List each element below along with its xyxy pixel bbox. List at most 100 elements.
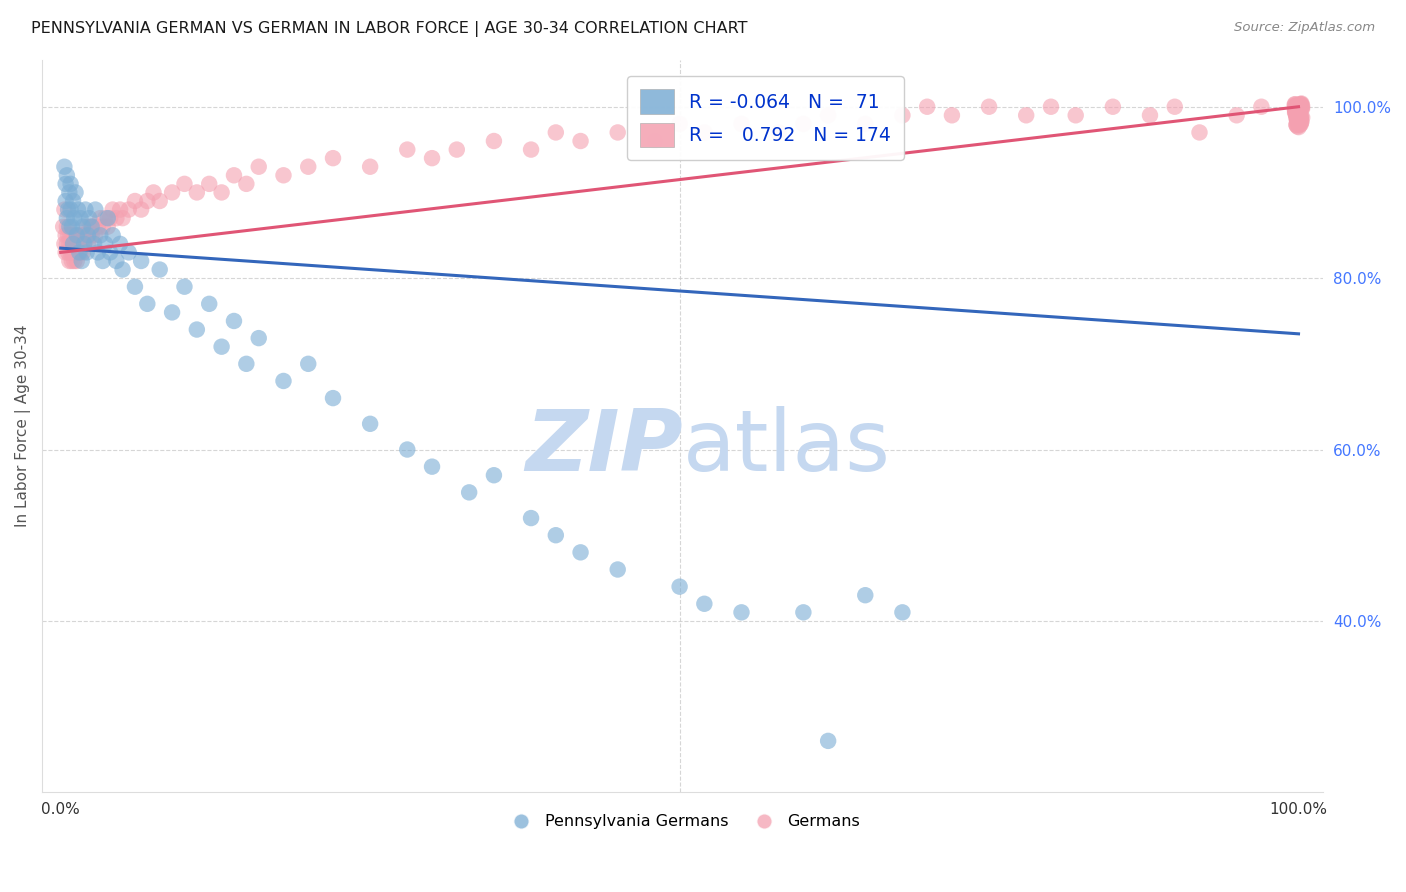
Point [70, 236, 93, 251]
Point [817, 734, 839, 748]
Point [84, 228, 107, 243]
Point [1289, 111, 1312, 125]
Point [891, 108, 914, 122]
Point [63, 236, 86, 251]
Point [1291, 101, 1313, 115]
Point [1286, 112, 1309, 126]
Legend: Pennsylvania Germans, Germans: Pennsylvania Germans, Germans [499, 808, 866, 836]
Point [56, 245, 79, 260]
Point [768, 125, 790, 139]
Point [55, 228, 77, 243]
Point [792, 117, 814, 131]
Point [67, 245, 90, 260]
Point [1288, 111, 1310, 125]
Point [1288, 103, 1310, 117]
Point [56, 228, 79, 243]
Point [59, 202, 82, 217]
Point [668, 580, 690, 594]
Point [53, 160, 76, 174]
Point [1288, 101, 1310, 115]
Point [75, 228, 97, 243]
Point [1101, 100, 1123, 114]
Point [1285, 107, 1308, 121]
Point [105, 254, 128, 268]
Point [66, 202, 89, 217]
Point [1285, 118, 1308, 132]
Point [1285, 99, 1308, 113]
Point [101, 228, 124, 243]
Point [56, 211, 79, 226]
Point [91, 219, 114, 234]
Point [1284, 105, 1306, 120]
Point [446, 143, 468, 157]
Point [569, 545, 592, 559]
Point [65, 245, 87, 260]
Point [108, 202, 131, 217]
Point [77, 236, 100, 251]
Point [65, 228, 87, 243]
Point [198, 297, 221, 311]
Point [941, 108, 963, 122]
Point [1285, 98, 1308, 112]
Point [273, 374, 295, 388]
Point [322, 151, 344, 165]
Point [853, 588, 876, 602]
Point [129, 254, 152, 268]
Point [56, 236, 79, 251]
Point [62, 236, 84, 251]
Point [173, 177, 195, 191]
Point [97, 211, 120, 226]
Point [1286, 105, 1309, 120]
Point [1284, 97, 1306, 112]
Point [359, 160, 381, 174]
Point [63, 254, 86, 268]
Point [80, 228, 103, 243]
Point [1285, 105, 1308, 120]
Point [124, 194, 146, 208]
Point [1284, 105, 1306, 120]
Point [606, 125, 628, 139]
Point [1286, 99, 1309, 113]
Point [58, 219, 80, 234]
Point [420, 459, 443, 474]
Point [247, 331, 270, 345]
Point [69, 211, 91, 226]
Point [1285, 105, 1308, 120]
Point [1286, 102, 1309, 116]
Point [420, 151, 443, 165]
Point [1291, 111, 1313, 125]
Point [1039, 100, 1062, 114]
Point [1288, 100, 1310, 114]
Point [80, 219, 103, 234]
Point [124, 279, 146, 293]
Point [98, 245, 121, 260]
Point [76, 245, 98, 260]
Point [75, 202, 97, 217]
Text: PENNSYLVANIA GERMAN VS GERMAN IN LABOR FORCE | AGE 30-34 CORRELATION CHART: PENNSYLVANIA GERMAN VS GERMAN IN LABOR F… [31, 21, 748, 37]
Point [69, 228, 91, 243]
Point [59, 245, 82, 260]
Point [56, 219, 79, 234]
Point [1286, 110, 1309, 124]
Point [297, 160, 319, 174]
Point [82, 219, 104, 234]
Point [79, 219, 101, 234]
Point [520, 143, 543, 157]
Point [544, 528, 567, 542]
Point [94, 236, 117, 251]
Point [1286, 108, 1309, 122]
Point [142, 186, 165, 200]
Point [482, 468, 505, 483]
Point [458, 485, 481, 500]
Point [72, 245, 94, 260]
Point [1288, 108, 1310, 122]
Point [118, 202, 141, 217]
Point [60, 219, 83, 234]
Point [1285, 106, 1308, 120]
Point [235, 177, 257, 191]
Point [1291, 114, 1313, 128]
Point [59, 228, 82, 243]
Point [817, 108, 839, 122]
Point [66, 228, 89, 243]
Point [66, 245, 89, 260]
